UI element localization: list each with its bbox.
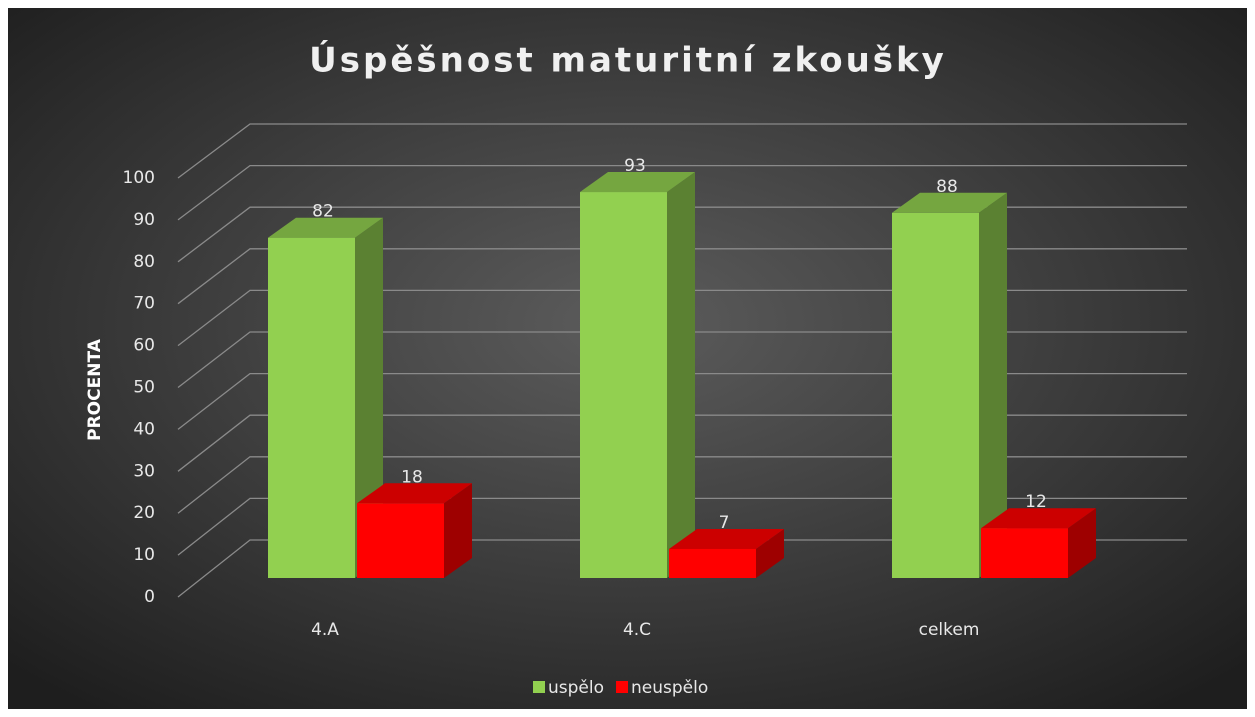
bar-top [981, 508, 1096, 529]
grid-line [177, 206, 1187, 263]
y-tick-label: 100 [123, 168, 155, 188]
y-tick-label: 90 [133, 210, 155, 230]
y-tick-label: 40 [133, 419, 155, 439]
bar-front [981, 528, 1068, 578]
bar-side [355, 217, 383, 578]
grid-line [177, 289, 1187, 347]
grid-line [177, 331, 1187, 389]
bar-side [444, 483, 472, 578]
bar-side [756, 528, 784, 578]
bar-side [667, 172, 695, 579]
bar-side [979, 192, 1007, 579]
grid-line [177, 372, 1187, 430]
y-tick-label: 50 [133, 378, 155, 398]
y-tick-label: 60 [133, 336, 155, 356]
y-tick-label: 0 [144, 587, 155, 607]
bar [669, 528, 784, 578]
grid-line [177, 456, 1187, 514]
y-tick-label: 20 [133, 503, 155, 523]
data-label: 7 [719, 513, 730, 533]
grid-line [177, 123, 1187, 179]
bar-front [357, 503, 444, 578]
grid-line [177, 414, 1187, 472]
bar [357, 483, 472, 578]
bar-side [1068, 508, 1096, 578]
grid-line [177, 248, 1187, 305]
x-tick-label: 4.A [311, 620, 339, 640]
data-label: 88 [936, 177, 958, 197]
data-label: 18 [401, 467, 423, 487]
y-tick-label: 30 [133, 461, 155, 481]
y-axis-title: PROCENTA [85, 338, 105, 441]
y-tick-label: 10 [133, 545, 155, 565]
bar-top [357, 483, 472, 504]
bar [981, 508, 1096, 578]
bar-front [580, 192, 667, 579]
bar [580, 172, 695, 579]
legend-swatch [533, 681, 545, 693]
y-tick-label: 80 [133, 252, 155, 272]
legend-label: neuspělo [631, 678, 708, 698]
bar-top [669, 528, 784, 549]
y-tick-label: 70 [133, 294, 155, 314]
data-label: 93 [624, 156, 646, 176]
x-tick-label: celkem [919, 620, 980, 640]
grid-line [177, 497, 1187, 556]
chart-title: Úspěšnost maturitní zkoušky [309, 40, 947, 81]
data-label: 12 [1025, 492, 1047, 512]
bar-top [892, 192, 1007, 213]
x-tick-label: 4.C [623, 620, 651, 640]
bar-front [669, 548, 756, 578]
bar [268, 217, 383, 578]
data-label: 82 [312, 202, 334, 222]
legend-label: uspělo [548, 678, 604, 698]
grid-line [177, 539, 1187, 598]
legend-swatch [616, 681, 629, 693]
bar-front [268, 237, 355, 578]
grid-line [177, 164, 1187, 221]
bar-top [580, 172, 695, 193]
bar-front [892, 212, 979, 579]
bar-top [268, 217, 383, 238]
bar [892, 192, 1007, 579]
